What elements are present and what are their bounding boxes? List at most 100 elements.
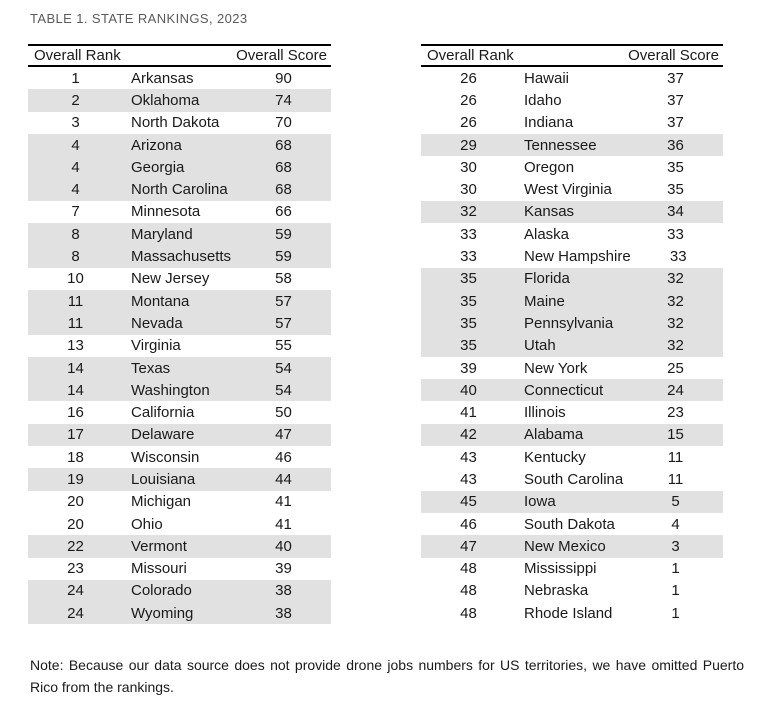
- state-cell: Alabama: [524, 426, 584, 444]
- table-row: 2 Oklahoma 74: [28, 89, 331, 112]
- table-row: 20 Michigan 41: [28, 491, 331, 513]
- table-row: 35 Utah 32: [421, 334, 723, 357]
- rank-cell: 41: [460, 404, 477, 422]
- state-cell: Ohio: [131, 515, 163, 533]
- table-row: 48 Mississippi 1: [421, 558, 723, 580]
- state-cell: West Virginia: [524, 181, 612, 199]
- column-header-overall-rank: Overall Rank: [34, 47, 121, 64]
- rank-cell: 43: [460, 448, 477, 466]
- rank-cell: 20: [67, 493, 84, 511]
- rank-cell: 8: [71, 225, 80, 243]
- rank-cell: 23: [67, 560, 84, 578]
- score-cell: 38: [275, 582, 292, 600]
- state-cell: Illinois: [524, 404, 566, 422]
- table-row: 23 Missouri 39: [28, 558, 331, 580]
- state-cell: Connecticut: [524, 381, 604, 399]
- score-cell: 32: [667, 292, 684, 310]
- score-cell: 58: [275, 270, 292, 288]
- score-cell: 24: [667, 381, 684, 399]
- state-cell: Pennsylvania: [524, 314, 614, 332]
- table-row: 33 New Hampshire 33: [421, 245, 723, 267]
- rank-cell: 40: [460, 381, 477, 399]
- rank-cell: 45: [460, 493, 477, 511]
- state-cell: Florida: [524, 270, 570, 288]
- rank-cell: 11: [67, 292, 84, 310]
- footnote: Note: Because our data source does not p…: [30, 657, 744, 695]
- score-cell: 46: [275, 448, 292, 466]
- state-cell: Michigan: [131, 493, 192, 511]
- score-cell: 32: [667, 270, 684, 288]
- rank-cell: 17: [67, 426, 84, 444]
- table-row: 4 Georgia 68: [28, 156, 331, 179]
- rank-cell: 32: [460, 203, 477, 221]
- state-cell: Louisiana: [131, 470, 196, 488]
- rank-cell: 26: [460, 91, 477, 109]
- rank-cell: 48: [460, 582, 477, 600]
- state-cell: Iowa: [524, 493, 556, 511]
- score-cell: 34: [667, 203, 684, 221]
- table-row: 13 Virginia 55: [28, 335, 331, 357]
- state-cell: Arkansas: [131, 69, 194, 87]
- score-cell: 50: [275, 404, 292, 422]
- state-cell: Virginia: [131, 337, 181, 355]
- score-cell: 4: [671, 515, 680, 533]
- rank-cell: 8: [71, 248, 80, 266]
- table-header: Overall Rank Overall Score: [28, 44, 331, 67]
- state-cell: Maryland: [131, 225, 193, 243]
- table-row: 42 Alabama 15: [421, 423, 723, 447]
- score-cell: 68: [275, 136, 292, 154]
- score-cell: 68: [275, 181, 292, 199]
- rank-cell: 30: [460, 181, 477, 199]
- column-header-overall-rank: Overall Rank: [427, 47, 514, 64]
- table-row: 30 Oregon 35: [421, 156, 723, 178]
- score-cell: 44: [275, 470, 292, 488]
- state-cell: Mississippi: [524, 560, 597, 578]
- table-row: 10 New Jersey 58: [28, 268, 331, 290]
- state-cell: Georgia: [131, 158, 185, 176]
- score-cell: 11: [667, 448, 684, 466]
- rank-cell: 4: [71, 136, 80, 154]
- table-row: 20 Ohio 41: [28, 513, 331, 535]
- score-cell: 32: [667, 314, 684, 332]
- rank-cell: 22: [67, 537, 84, 555]
- score-cell: 41: [275, 493, 292, 511]
- rank-cell: 43: [460, 470, 477, 488]
- state-cell: Wisconsin: [131, 448, 200, 466]
- table-row: 26 Idaho 37: [421, 89, 723, 111]
- state-cell: North Carolina: [131, 181, 228, 199]
- rank-cell: 4: [71, 158, 80, 176]
- table-row: 48 Nebraska 1: [421, 580, 723, 602]
- rank-cell: 35: [460, 314, 477, 332]
- state-cell: New Jersey: [131, 270, 210, 288]
- state-cell: Montana: [131, 292, 190, 310]
- score-cell: 11: [667, 470, 684, 488]
- state-cell: New Hampshire: [524, 248, 631, 266]
- rank-cell: 10: [67, 270, 84, 288]
- table-row: 35 Maine 32: [421, 289, 723, 313]
- state-cell: Colorado: [131, 582, 192, 600]
- score-cell: 66: [275, 203, 292, 221]
- state-cell: Idaho: [524, 91, 562, 109]
- rank-cell: 14: [67, 381, 84, 399]
- table-header: Overall Rank Overall Score: [421, 44, 723, 67]
- rank-cell: 18: [67, 448, 84, 466]
- table-row: 1 Arkansas 90: [28, 67, 331, 89]
- table-row: 35 Florida 32: [421, 267, 723, 290]
- table-row: 39 New York 25: [421, 357, 723, 379]
- table-row: 45 Iowa 5: [421, 490, 723, 513]
- score-cell: 36: [667, 136, 684, 154]
- score-cell: 68: [275, 158, 292, 176]
- state-cell: Utah: [524, 337, 556, 355]
- rank-cell: 4: [71, 181, 80, 199]
- table-row: 22 Vermont 40: [28, 535, 331, 558]
- state-cell: South Carolina: [524, 470, 624, 488]
- rank-cell: 13: [67, 337, 84, 355]
- rank-cell: 24: [67, 582, 84, 600]
- table-row: 35 Pennsylvania 32: [421, 312, 723, 335]
- score-cell: 32: [667, 337, 684, 355]
- state-cell: Hawaii: [524, 69, 570, 87]
- score-cell: 37: [667, 69, 684, 87]
- column-header-overall-score: Overall Score: [628, 47, 719, 64]
- score-cell: 33: [667, 225, 684, 243]
